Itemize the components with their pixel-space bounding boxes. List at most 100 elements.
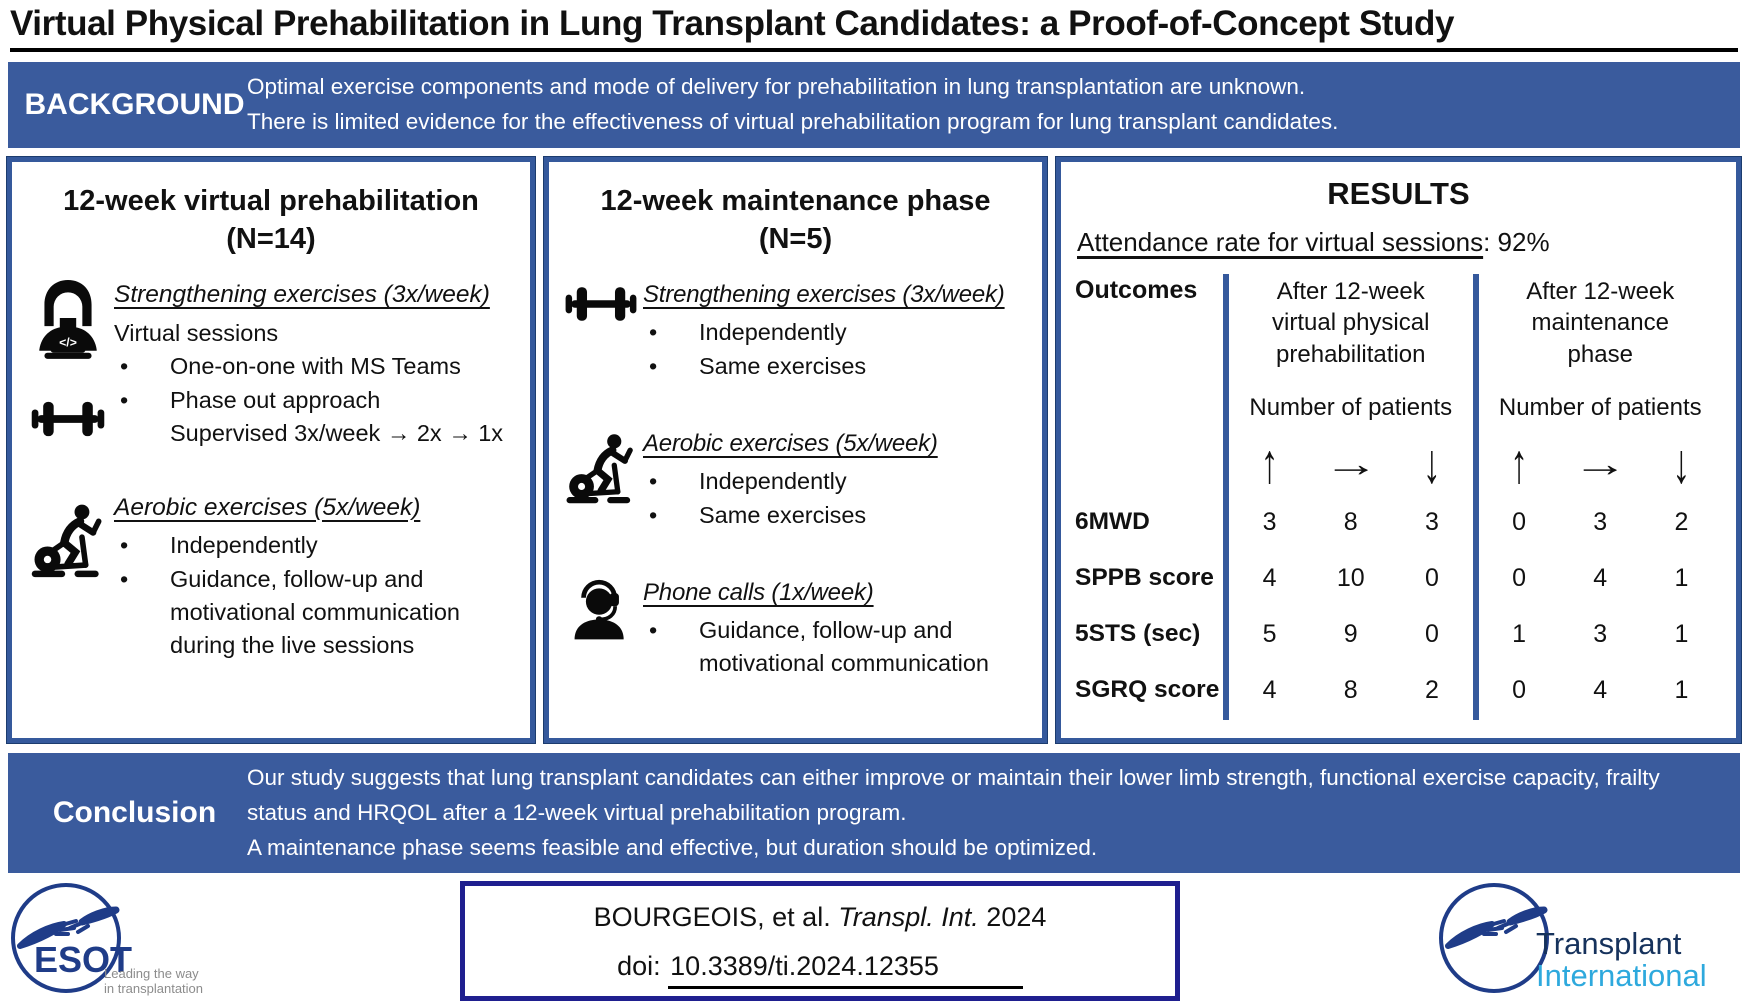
cell-value: 0: [1512, 507, 1527, 536]
cell-value: 5: [1262, 619, 1277, 648]
doi-label: doi:: [617, 951, 661, 982]
esot-logo: ESOT Leading the way in transplantation: [4, 880, 208, 1003]
cell-value: 0: [1424, 619, 1439, 648]
maintenance-phone-section: Phone calls (1x/week) Guidance, follow-u…: [559, 576, 1032, 681]
prehab-strength-icons: </>: [22, 278, 114, 450]
citation-line: BOURGEOIS, et al. Transpl. Int. 2024: [509, 902, 1131, 933]
maintenance-aerobic-text: Aerobic exercises (5x/week) Independentl…: [643, 427, 1032, 532]
ti-logo-line1: Transplant: [1536, 926, 1682, 961]
dumbbell-icon: [31, 402, 105, 437]
arrow-right-icon: →: [1322, 442, 1379, 484]
prehab-results-group: After 12-week virtual physical prehabili…: [1223, 273, 1473, 720]
cell-value: 1: [1674, 619, 1689, 648]
doi-line: doi: 10.3389/ti.2024.12355: [509, 951, 1131, 990]
conclusion-line2: A maintenance phase seems feasible and e…: [247, 834, 1098, 860]
conclusion-section: Conclusion Our study suggests that lung …: [8, 752, 1740, 874]
maintenance-subheader: Number of patients: [1498, 393, 1702, 421]
prehab-aerobic-text: Aerobic exercises (5x/week) Independentl…: [114, 491, 520, 663]
citation-year: 2024: [986, 902, 1047, 933]
dumbbell-icon: [565, 287, 637, 322]
arrow-down-icon: ↓: [1422, 431, 1441, 495]
cell-value: 3: [1593, 507, 1608, 536]
citation-authors: BOURGEOIS, et al.: [593, 902, 831, 933]
svg-text:</>: </>: [59, 336, 77, 350]
virtual-sessions-label: Virtual sessions: [114, 320, 279, 347]
prehab-aerobic-section: Aerobic exercises (5x/week) Independentl…: [22, 491, 520, 663]
prehab-strength-bullets: One-on-one with MS Teams Phase out appro…: [114, 350, 520, 417]
prehab-strength-section: </> Strengthening exercises (3x/week) Vi: [22, 278, 520, 450]
cell-value: 3: [1593, 619, 1608, 648]
esot-tagline-line2: in transplantation: [104, 981, 203, 996]
cell-value: 4: [1262, 563, 1277, 592]
results-title: RESULTS: [1327, 175, 1470, 211]
maintenance-strength-section: Strengthening exercises (3x/week) Indepe…: [559, 278, 1032, 383]
table-row: 3 8 3: [1229, 496, 1473, 552]
table-row: 4 10 0: [1229, 552, 1473, 608]
maintenance-phone-bullets: Guidance, follow-up and motivational com…: [643, 614, 1032, 681]
prehab-aerobic-icons: [22, 491, 114, 663]
cell-value: 1: [1674, 563, 1689, 592]
cell-value: 8: [1343, 675, 1358, 704]
maintenance-title-line2: (N=5): [758, 223, 833, 256]
arrow-right-icon: →: [1572, 442, 1629, 484]
cell-value: 0: [1512, 675, 1527, 704]
row-label-sppb: SPPB score: [1075, 563, 1214, 591]
cell-value: 2: [1674, 507, 1689, 536]
cell-value: 4: [1593, 563, 1608, 592]
prehab-title-line1: 12-week virtual prehabilitation: [63, 184, 479, 217]
prehab-strength-text: Strengthening exercises (3x/week) Virtua…: [114, 278, 520, 450]
aerobic-heading: Aerobic exercises (5x/week): [643, 430, 938, 458]
maintenance-group-header: After 12-week maintenance phase: [1526, 277, 1675, 368]
cell-value: 1: [1674, 675, 1689, 704]
maintenance-title-line1: 12-week maintenance phase: [600, 184, 991, 217]
exercise-bike-icon: [566, 434, 633, 504]
outcomes-column: Outcomes 6MWD SPPB score 5STS (sec) SGRQ…: [1075, 274, 1223, 720]
phone-calls-heading: Phone calls (1x/week): [643, 578, 874, 606]
table-row: 1 3 1: [1479, 608, 1723, 664]
table-row: 0 4 1: [1479, 664, 1723, 720]
cell-value: 1: [1512, 619, 1527, 648]
cell-value: 4: [1262, 675, 1277, 704]
esot-logo-text: ESOT: [34, 939, 132, 980]
conclusion-label: Conclusion: [52, 796, 217, 830]
cell-value: 10: [1336, 563, 1365, 592]
citation-journal: Transpl. Int.: [838, 902, 979, 933]
maintenance-panel-title: 12-week maintenance phase (N=5): [559, 182, 1032, 259]
background-text: Optimal exercise components and mode of …: [247, 70, 1338, 140]
background-label: BACKGROUND: [24, 87, 245, 121]
prehab-subheader: Number of patients: [1249, 393, 1453, 421]
maintenance-panel: 12-week maintenance phase (N=5) Strength…: [543, 155, 1048, 744]
bullet-item: Independently: [114, 529, 520, 563]
cell-value: 9: [1343, 619, 1358, 648]
bullet-item: Same exercises: [643, 499, 1032, 533]
maintenance-strength-text: Strengthening exercises (3x/week) Indepe…: [643, 278, 1032, 383]
results-table: Outcomes 6MWD SPPB score 5STS (sec) SGRQ…: [1075, 273, 1723, 720]
esot-tagline-line1: Leading the way: [104, 966, 199, 981]
cell-value: 0: [1424, 563, 1439, 592]
row-label-5sts: 5STS (sec): [1075, 619, 1201, 647]
attendance-label: Attendance rate for virtual sessions: [1077, 226, 1484, 257]
prehab-aerobic-bullets: Independently Guidance, follow-up and mo…: [114, 529, 520, 662]
supervised-schedule-text: Supervised 3x/week → 2x → 1x: [170, 420, 504, 447]
page-title: Virtual Physical Prehabilitation in Lung…: [10, 2, 1738, 52]
maintenance-results-group: After 12-week maintenance phase Number o…: [1472, 273, 1723, 720]
cell-value: 2: [1424, 675, 1439, 704]
strengthening-heading: Strengthening exercises (3x/week): [114, 281, 490, 309]
maintenance-phone-icons: [559, 576, 643, 681]
attendance-value: : 92%: [1483, 226, 1550, 257]
cell-value: 8: [1343, 507, 1358, 536]
prehab-title-line2: (N=14): [226, 223, 316, 256]
prehab-arrow-header: ↑ → ↓: [1229, 431, 1473, 496]
exercise-bike-icon: [31, 504, 102, 577]
row-label-sgrq: SGRQ score: [1075, 675, 1220, 703]
background-line1: Optimal exercise components and mode of …: [247, 74, 1306, 99]
panels-row: 12-week virtual prehabilitation (N=14) <…: [6, 155, 1742, 744]
table-row: 0 4 1: [1479, 552, 1723, 608]
maintenance-aerobic-bullets: Independently Same exercises: [643, 465, 1032, 532]
aerobic-heading: Aerobic exercises (5x/week): [114, 493, 421, 521]
cell-value: 3: [1424, 507, 1439, 536]
bullet-item: Guidance, follow-up and motivational com…: [114, 563, 520, 663]
cell-value: 0: [1512, 563, 1527, 592]
ti-logo-line2: International: [1536, 958, 1707, 993]
